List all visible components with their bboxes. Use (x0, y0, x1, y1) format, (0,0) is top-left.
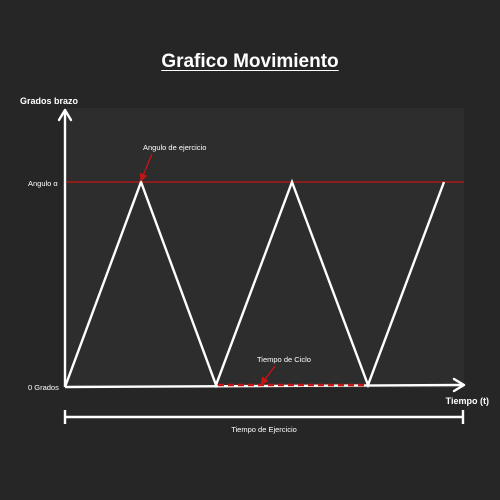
plot-area (65, 108, 464, 388)
angle-annotation-arrow-icon (139, 153, 153, 182)
movement-curve (63, 178, 446, 389)
y-tick-top: Angulo α (28, 179, 58, 188)
x-axis-arrow-icon (452, 377, 466, 393)
angle-annotation: Angulo de ejercicio (143, 143, 206, 152)
cycle-annotation: Tiempo de Ciclo (257, 355, 311, 364)
cycle-annotation-arrow-icon (260, 365, 276, 386)
y-axis-label: Grados brazo (20, 96, 79, 106)
diagram-title: Grafico Movimiento (161, 51, 339, 72)
exercise-time-label: Tiempo de Ejercicio (231, 425, 297, 434)
x-axis-label: Tiempo (t) (446, 396, 489, 406)
y-axis-arrow-icon (57, 108, 73, 122)
y-tick-bottom: 0 Grados (28, 383, 59, 392)
